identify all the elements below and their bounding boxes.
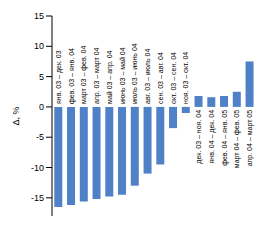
- svg-text:сен. 03 – авг. 04: сен. 03 – авг. 04: [157, 52, 164, 104]
- svg-text:март 04 – фев. 05: март 04 – фев. 05: [233, 110, 241, 168]
- svg-text:ноя. 03 – окт. 04: ноя. 03 – окт. 04: [182, 52, 189, 104]
- svg-text:0: 0: [39, 102, 44, 112]
- svg-text:янв. 03 – дек. 03: янв. 03 – дек. 03: [55, 50, 63, 104]
- svg-text:10: 10: [34, 41, 44, 51]
- svg-text:-5: -5: [36, 132, 44, 142]
- svg-text:-15: -15: [31, 193, 44, 203]
- svg-text:июль 03 – июнь 04: июль 03 – июнь 04: [131, 43, 138, 104]
- svg-text:5: 5: [39, 72, 44, 82]
- svg-text:фев. 03 – янв. 04: фев. 03 – янв. 04: [68, 48, 76, 104]
- svg-text:15: 15: [34, 11, 44, 21]
- svg-text:апр. 03 – март 04: апр. 03 – март 04: [93, 47, 101, 104]
- svg-text:март 03 – фев. 04: март 03 – фев. 04: [80, 46, 88, 104]
- svg-text:апр. 04 – март 05: апр. 04 – март 05: [246, 110, 254, 167]
- svg-text:Δ, %: Δ, %: [11, 106, 21, 125]
- svg-text:фев. 04 – янв. 05: фев. 04 – янв. 05: [221, 110, 229, 166]
- svg-text:июнь 03 – май 04: июнь 03 – май 04: [119, 47, 126, 104]
- svg-text:дек. 03 – ноя. 04: дек. 03 – ноя. 04: [195, 110, 203, 164]
- svg-text:авг. 03 – июль 04: авг. 03 – июль 04: [144, 49, 151, 104]
- svg-text:янв. 04 – дек. 04: янв. 04 – дек. 04: [208, 110, 216, 164]
- svg-text:-10: -10: [31, 163, 44, 173]
- svg-text:май 03 – апр. 04: май 03 – апр. 04: [106, 50, 114, 103]
- svg-text:окт. 03 – сен. 04: окт. 03 – сен. 04: [170, 52, 177, 104]
